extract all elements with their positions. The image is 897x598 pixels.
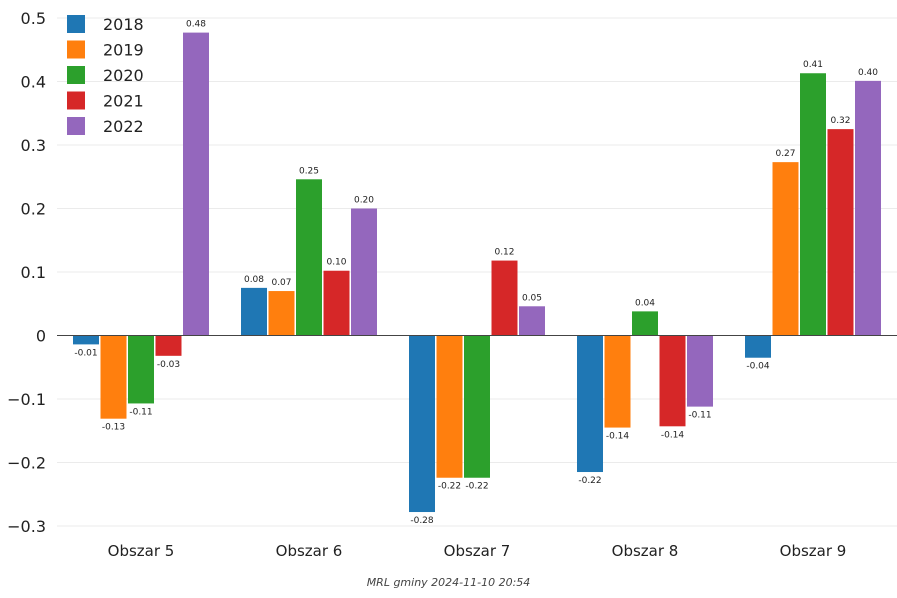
- data-label: 0.32: [830, 116, 850, 126]
- data-label: -0.04: [746, 362, 770, 372]
- bar-2018: [73, 335, 99, 345]
- data-label: 0.10: [326, 258, 346, 268]
- bar-2018: [577, 335, 603, 473]
- data-label: -0.22: [578, 476, 601, 486]
- x-tick-label: Obszar 7: [444, 542, 511, 560]
- data-label: 0.04: [635, 298, 655, 308]
- data-label: 0.05: [522, 293, 542, 303]
- bar-2021: [659, 335, 686, 427]
- data-label: 0.25: [299, 166, 319, 176]
- legend-swatch-2018: [67, 15, 85, 33]
- bar-2020: [296, 179, 322, 336]
- bar-2022: [687, 335, 713, 407]
- bar-2018: [409, 335, 435, 513]
- data-label: -0.22: [465, 482, 488, 492]
- y-tick-label: −0.1: [7, 390, 46, 409]
- x-tick-label: Obszar 6: [276, 542, 343, 560]
- y-tick-label: 0.2: [21, 200, 46, 219]
- x-tick-label: Obszar 8: [612, 542, 679, 560]
- legend-swatch-2021: [67, 91, 85, 110]
- bar-2022: [351, 208, 377, 336]
- x-tick-label: Obszar 9: [780, 542, 847, 560]
- bar-2019: [604, 335, 631, 428]
- data-label: -0.11: [129, 407, 152, 417]
- y-tick-label: 0: [36, 327, 46, 346]
- data-label: 0.41: [803, 60, 823, 70]
- bar-2021: [155, 335, 182, 356]
- y-tick-label: 0.5: [21, 9, 46, 28]
- data-label: -0.11: [688, 411, 711, 421]
- bar-2020: [632, 311, 658, 336]
- bar-2019: [436, 335, 463, 478]
- footer-timestamp: MRL gminy 2024-11-10 20:54: [366, 576, 531, 589]
- bar-2019: [268, 291, 295, 336]
- y-tick-label: −0.2: [7, 454, 46, 473]
- bar-2019: [772, 162, 799, 336]
- data-label: 0.07: [271, 278, 291, 288]
- bar-2018: [241, 287, 267, 336]
- data-label: -0.14: [661, 430, 685, 440]
- bar-2020: [128, 335, 154, 404]
- bar-2018: [745, 335, 771, 358]
- y-tick-label: −0.3: [7, 517, 46, 536]
- bar-2020: [464, 335, 490, 478]
- legend-swatch-2020: [67, 66, 85, 84]
- data-label: -0.22: [438, 482, 461, 492]
- legend-label-2018: 2018: [103, 15, 144, 34]
- bar-2022: [183, 32, 209, 336]
- data-label: 0.08: [244, 275, 264, 285]
- bar-2020: [800, 73, 826, 336]
- data-label: -0.28: [410, 516, 434, 526]
- x-tick-label: Obszar 5: [108, 542, 175, 560]
- data-label: -0.01: [74, 348, 97, 358]
- data-label: -0.03: [157, 360, 180, 370]
- legend-label-2020: 2020: [103, 66, 144, 85]
- data-label: -0.14: [606, 432, 630, 442]
- y-tick-label: 0.4: [21, 73, 46, 92]
- legend-label-2019: 2019: [103, 41, 144, 60]
- data-label: 0.20: [354, 196, 374, 206]
- legend-swatch-2022: [67, 117, 85, 135]
- bar-2019: [100, 335, 127, 419]
- bar-2022: [855, 80, 881, 336]
- data-label: 0.12: [494, 248, 514, 258]
- data-label: 0.48: [186, 20, 206, 30]
- legend-swatch-2019: [67, 40, 85, 59]
- bar-2022: [519, 306, 545, 336]
- legend-label-2022: 2022: [103, 117, 144, 136]
- bar-2021: [323, 270, 350, 336]
- bar-2021: [827, 129, 854, 336]
- data-label: 0.27: [775, 149, 795, 159]
- data-label: 0.40: [858, 68, 878, 78]
- y-tick-label: 0.1: [21, 263, 46, 282]
- data-label: -0.13: [102, 423, 125, 433]
- bar-2021: [491, 260, 518, 336]
- y-tick-label: 0.3: [21, 136, 46, 155]
- legend-label-2021: 2021: [103, 92, 144, 111]
